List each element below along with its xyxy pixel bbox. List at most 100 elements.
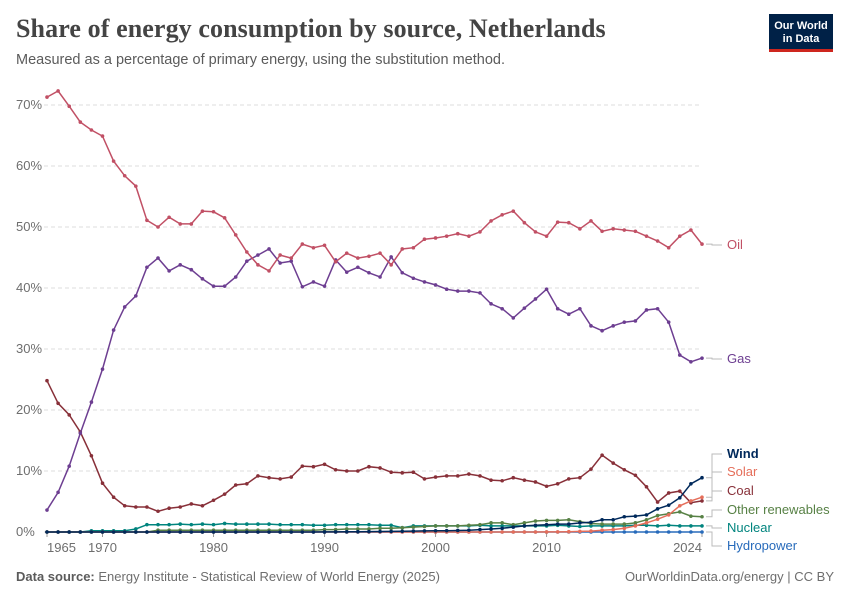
data-point-other-renewables <box>411 525 416 529</box>
data-point-gas <box>478 291 482 295</box>
data-point-wind <box>233 530 238 534</box>
data-point-coal <box>367 464 371 469</box>
data-point-wind <box>600 518 604 522</box>
data-source: Data source: Energy Institute - Statisti… <box>16 569 440 584</box>
data-point-gas <box>633 319 638 323</box>
data-point-oil <box>422 237 427 241</box>
series-line-nuclear <box>47 522 702 533</box>
data-point-wind <box>222 530 227 534</box>
data-point-wind <box>134 530 138 534</box>
data-point-oil <box>444 234 449 238</box>
data-point-gas <box>145 265 149 270</box>
data-point-gas <box>655 306 660 311</box>
data-point-coal <box>677 489 682 493</box>
data-point-other-renewables <box>555 518 560 523</box>
data-point-wind <box>156 530 160 534</box>
data-point-gas <box>100 367 105 371</box>
series-label-oil: Oil <box>727 237 743 252</box>
data-point-nuclear <box>289 522 294 527</box>
data-point-oil <box>344 251 349 256</box>
data-point-other-renewables <box>655 513 660 518</box>
series-label-other-renewables: Other renewables <box>727 502 830 517</box>
data-point-wind <box>178 530 183 534</box>
data-point-oil <box>145 218 149 223</box>
data-point-nuclear <box>178 522 183 526</box>
credit-link[interactable]: OurWorldinData.org/energy | CC BY <box>624 569 834 584</box>
data-point-other-renewables <box>500 521 504 525</box>
data-point-wind <box>566 522 571 526</box>
data-point-nuclear <box>367 522 371 527</box>
data-point-wind <box>400 529 405 534</box>
data-point-gas <box>156 256 160 260</box>
data-point-gas <box>222 284 227 288</box>
data-point-nuclear <box>700 524 704 528</box>
data-point-nuclear <box>145 522 149 527</box>
data-point-oil <box>222 216 227 220</box>
data-point-coal <box>644 485 649 489</box>
data-point-coal <box>611 461 615 465</box>
data-point-wind <box>45 530 49 534</box>
data-point-gas <box>600 328 604 333</box>
data-point-oil <box>400 247 405 251</box>
series-line-other-renewables <box>47 511 703 533</box>
label-connector <box>706 471 722 498</box>
data-point-coal <box>622 467 627 472</box>
label-connector <box>706 531 722 547</box>
data-point-other-renewables <box>677 510 682 514</box>
data-point-wind <box>500 526 504 531</box>
data-point-solar <box>489 530 493 534</box>
data-point-gas <box>245 259 249 263</box>
data-point-nuclear <box>211 522 216 527</box>
data-point-coal <box>356 469 360 473</box>
y-tick-label: 10% <box>16 463 42 478</box>
data-source-text[interactable]: Energy Institute - Statistical Review of… <box>98 569 440 584</box>
data-point-wind <box>145 530 149 534</box>
data-point-gas <box>45 508 49 512</box>
series-line-solar <box>47 496 703 533</box>
data-point-coal <box>267 475 271 480</box>
data-point-oil <box>134 184 138 188</box>
data-point-wind <box>467 528 471 532</box>
data-point-coal <box>566 477 571 481</box>
data-point-gas <box>111 328 116 332</box>
data-point-gas <box>666 320 671 324</box>
data-point-solar <box>644 521 649 525</box>
data-point-coal <box>400 471 405 475</box>
data-point-gas <box>433 283 438 287</box>
data-point-gas <box>233 275 238 279</box>
data-point-coal <box>411 470 416 475</box>
data-point-oil <box>566 220 571 225</box>
data-point-coal <box>455 474 460 478</box>
data-point-other-renewables <box>367 527 371 531</box>
x-tick-label: 1980 <box>199 540 228 555</box>
data-point-solar <box>600 528 604 532</box>
y-tick-label: 50% <box>16 219 42 234</box>
data-point-gas <box>344 270 349 274</box>
data-point-nuclear <box>233 522 238 526</box>
data-point-oil <box>167 215 171 220</box>
data-point-nuclear <box>222 521 227 526</box>
data-point-oil <box>666 245 671 250</box>
data-point-other-renewables <box>489 521 493 525</box>
data-point-gas <box>122 305 127 309</box>
data-point-coal <box>111 495 116 500</box>
data-point-coal <box>233 483 238 487</box>
data-point-nuclear <box>322 523 327 528</box>
data-point-coal <box>145 505 149 509</box>
data-point-oil <box>45 95 49 99</box>
data-point-oil <box>655 239 660 243</box>
y-tick-label: 30% <box>16 341 42 356</box>
data-point-gas <box>400 270 405 275</box>
data-point-gas <box>378 275 382 279</box>
data-point-solar <box>677 503 682 508</box>
data-point-nuclear <box>311 523 316 528</box>
data-point-wind <box>433 528 438 533</box>
data-point-gas <box>89 400 94 404</box>
data-point-solar <box>544 530 549 534</box>
owid-logo[interactable]: Our World in Data <box>769 14 833 52</box>
data-point-coal <box>666 491 671 495</box>
data-point-gas <box>489 302 493 306</box>
data-point-nuclear <box>356 522 360 527</box>
data-point-wind <box>478 527 482 532</box>
data-point-gas <box>578 306 582 311</box>
